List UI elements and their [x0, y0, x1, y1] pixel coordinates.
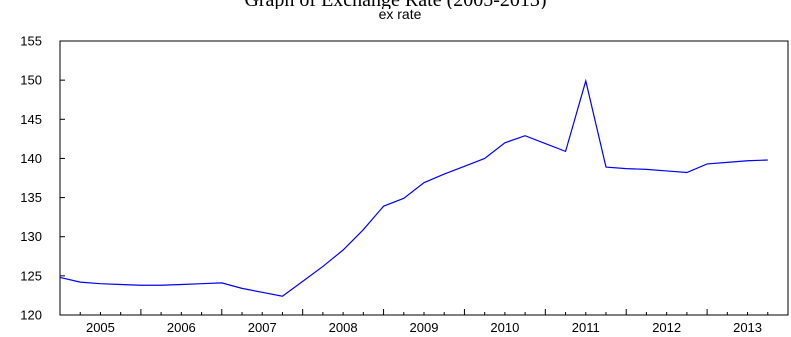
- y-axis: 120 125 130 135 140 145 150 155: [20, 34, 65, 323]
- ex-rate-series-line: [59, 78, 768, 297]
- x-tick-label: 2010: [490, 320, 519, 335]
- x-tick-label: 2007: [248, 320, 277, 335]
- chart-title: ex rate: [379, 6, 422, 22]
- y-tick-label: 120: [20, 308, 42, 323]
- y-tick-label: 130: [20, 229, 42, 244]
- x-tick-label: 2005: [86, 320, 115, 335]
- y-tick-label: 150: [20, 73, 42, 88]
- x-tick-label: 2013: [733, 320, 762, 335]
- y-tick-label: 145: [20, 112, 42, 127]
- x-axis: 2005 2006 2007 2008 2009 2010 2011 2012 2013: [59, 309, 789, 335]
- y-tick-label: 155: [20, 34, 42, 49]
- figure-caption-fragment: Graph of Exchange Rate (2005-2013): [0, 0, 791, 9]
- x-tick-label: 2009: [410, 320, 439, 335]
- x-tick-label: 2012: [652, 320, 681, 335]
- x-tick-label: 2008: [329, 320, 358, 335]
- x-tick-label: 2011: [572, 320, 600, 335]
- y-tick-label: 135: [20, 190, 42, 205]
- y-tick-label: 125: [20, 268, 42, 283]
- plot-frame: [59, 40, 789, 316]
- x-tick-label: 2006: [167, 320, 196, 335]
- y-tick-label: 140: [20, 151, 42, 166]
